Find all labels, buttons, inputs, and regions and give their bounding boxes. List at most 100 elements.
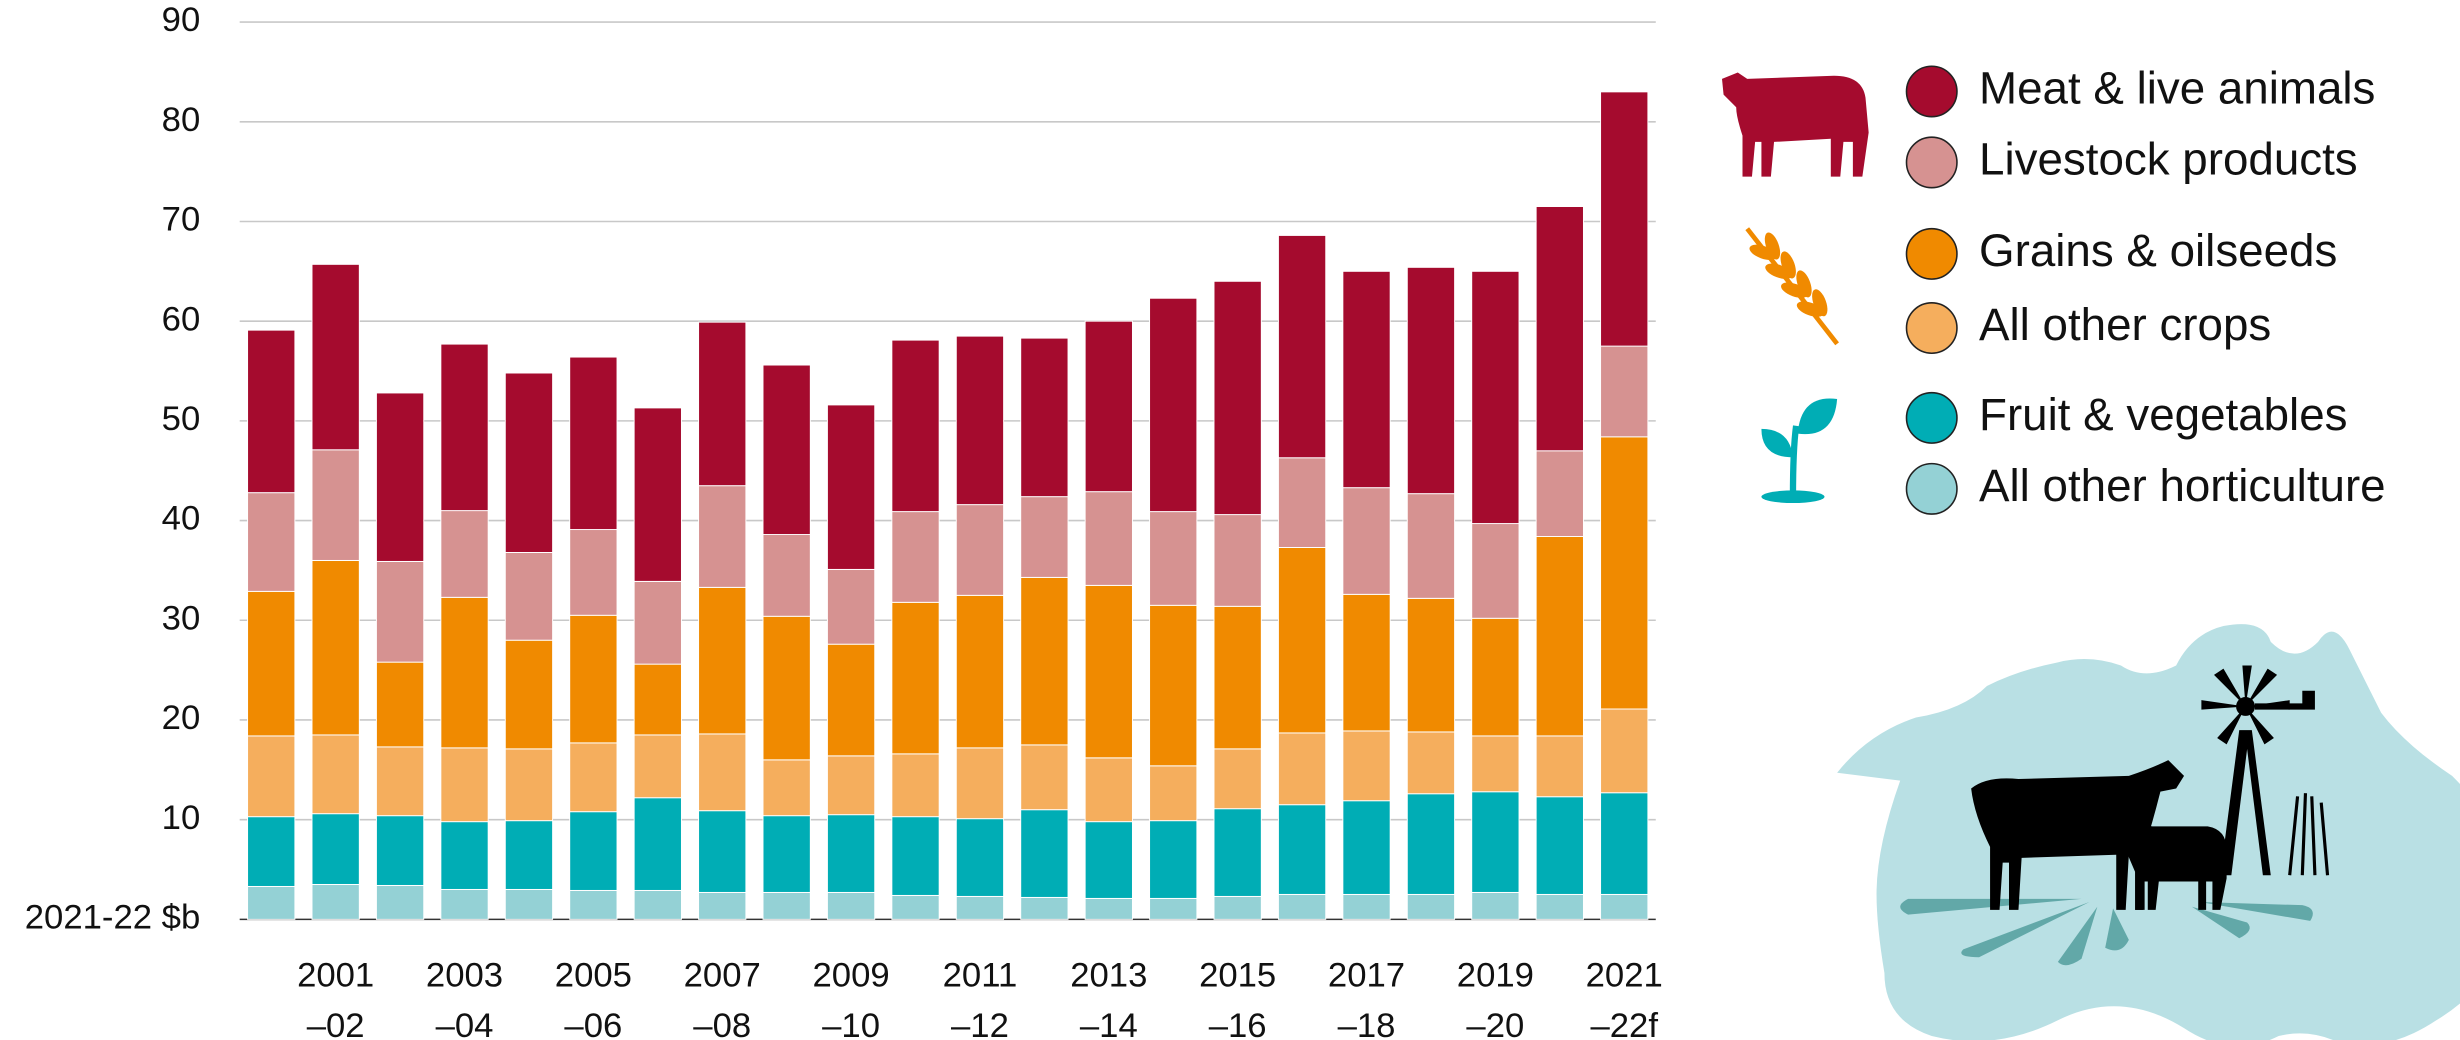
bar-segment	[375, 560, 425, 663]
bar-segment	[1471, 523, 1520, 619]
bar-segment	[1342, 487, 1391, 595]
bar-segment	[1406, 493, 1456, 599]
bar-segment	[1213, 605, 1262, 750]
bar-segment	[569, 529, 618, 616]
bar-segment	[633, 889, 682, 920]
bar-segment	[311, 883, 360, 920]
bar-segment	[698, 321, 747, 487]
x-tick-label: 2005 –06	[555, 957, 632, 1040]
y-tick-label: 20	[162, 699, 201, 737]
x-tick-label: 2001 –02	[297, 957, 374, 1040]
bar-segment	[1406, 266, 1456, 495]
bar-segment	[1213, 280, 1262, 516]
bar-segment	[1535, 796, 1584, 895]
bar-segment	[569, 614, 618, 744]
bar-segment	[633, 797, 682, 891]
bar-segment	[1149, 604, 1198, 767]
bar-segment	[1277, 234, 1327, 459]
legend-swatch	[1905, 136, 1958, 189]
bar-segment	[955, 895, 1005, 920]
bar-segment	[762, 534, 811, 617]
bar-segment	[1020, 576, 1069, 746]
bar-segment	[1471, 891, 1520, 920]
bar-segment	[1600, 893, 1649, 920]
bar-segment	[504, 639, 554, 750]
bar-segment	[1342, 593, 1391, 732]
plant-icon	[1761, 398, 1838, 504]
bar-segment	[375, 884, 425, 920]
bar-segment	[1406, 597, 1456, 733]
bar-segment	[1471, 270, 1520, 525]
legend-label: Fruit & vegetables	[1979, 389, 2347, 440]
bar-segment	[1149, 511, 1198, 606]
legend-swatch	[1905, 462, 1958, 515]
bar-segment	[569, 742, 618, 813]
bar-segment	[762, 759, 811, 817]
bar-segment	[311, 559, 360, 736]
bar-segment	[569, 356, 618, 531]
bar-segment	[440, 510, 489, 598]
bar-segment	[698, 810, 747, 893]
bar-segment	[1277, 732, 1327, 806]
x-tick-label: 2003 –04	[426, 957, 503, 1040]
bar-segment	[311, 449, 360, 561]
bar-segment	[1406, 793, 1456, 895]
bar-segment	[826, 891, 876, 920]
legend-label: Livestock products	[1979, 134, 2358, 185]
bar-segment	[1213, 748, 1262, 810]
wheat-icon	[1745, 227, 1839, 346]
bar-segment	[891, 753, 940, 818]
bar-segment	[698, 586, 747, 735]
bar-segment	[1020, 896, 1069, 920]
bar-segment	[826, 643, 876, 757]
bar-segment	[311, 263, 360, 451]
bar-segment	[504, 748, 554, 822]
bar-segment	[440, 596, 489, 749]
x-tick-label: 2007 –08	[684, 957, 761, 1040]
bar-segment	[375, 661, 425, 748]
bar-segment	[698, 733, 747, 812]
bar-segment	[1277, 804, 1327, 895]
bar-segment	[247, 590, 296, 737]
x-tick-label: 2021 –22f	[1586, 957, 1663, 1040]
bar-segment	[311, 734, 360, 815]
bar-segment	[569, 811, 618, 891]
bar-segment	[504, 820, 554, 890]
bar-segment	[1342, 730, 1391, 802]
bar-segment	[1535, 893, 1584, 920]
x-tick-label: 2009 –10	[813, 957, 890, 1040]
bar-segment	[247, 885, 296, 920]
bar-segment	[247, 735, 296, 818]
bar-segment	[955, 594, 1005, 749]
bar-segment	[1020, 496, 1069, 578]
y-tick-label: 70	[162, 201, 201, 239]
bar-segment	[504, 888, 554, 920]
bar-segment	[891, 816, 940, 896]
y-tick-label: 90	[162, 1, 201, 39]
bar-segment	[504, 372, 554, 553]
bar-segment	[1535, 450, 1584, 537]
y-tick-label: 10	[162, 799, 201, 837]
bar-segment	[1084, 491, 1133, 586]
bar-segment	[1149, 897, 1198, 920]
legend-label: Meat & live animals	[1979, 63, 2375, 114]
bar-segment	[440, 888, 489, 920]
bar-segment	[1213, 808, 1262, 897]
bar-segment	[1084, 584, 1133, 759]
y-tick-label: 2021-22 $b	[25, 899, 201, 937]
bar-segment	[1406, 893, 1456, 920]
bar-segment	[826, 755, 876, 816]
cattle-icon	[1722, 72, 1869, 177]
bar-segment	[440, 343, 489, 512]
legend-swatch	[1905, 65, 1958, 118]
bar-segment	[1600, 91, 1649, 347]
legend-swatch	[1905, 227, 1958, 280]
bar-segment	[1600, 345, 1649, 438]
x-tick-label: 2011 –12	[943, 957, 1018, 1040]
bar-segment	[891, 894, 940, 920]
x-tick-label: 2013 –14	[1070, 957, 1147, 1040]
bar-segment	[375, 392, 425, 562]
x-tick-label: 2015 –16	[1199, 957, 1276, 1040]
bar-segment	[247, 492, 296, 592]
x-tick-label: 2019 –20	[1457, 957, 1534, 1040]
